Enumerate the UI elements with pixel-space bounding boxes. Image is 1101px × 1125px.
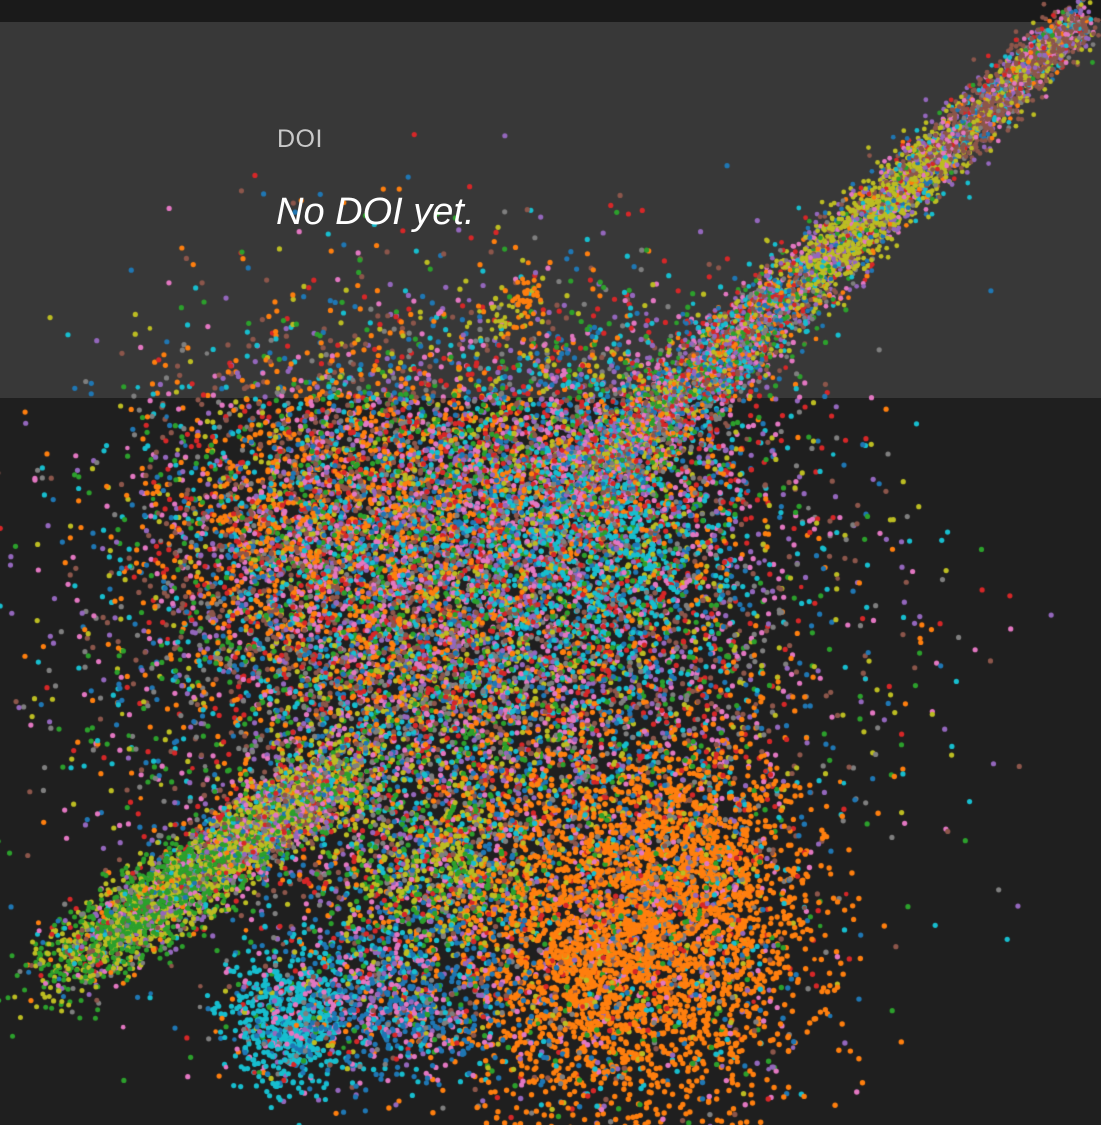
doi-value: No DOI yet. (276, 191, 475, 233)
doi-label: DOI (277, 125, 323, 153)
